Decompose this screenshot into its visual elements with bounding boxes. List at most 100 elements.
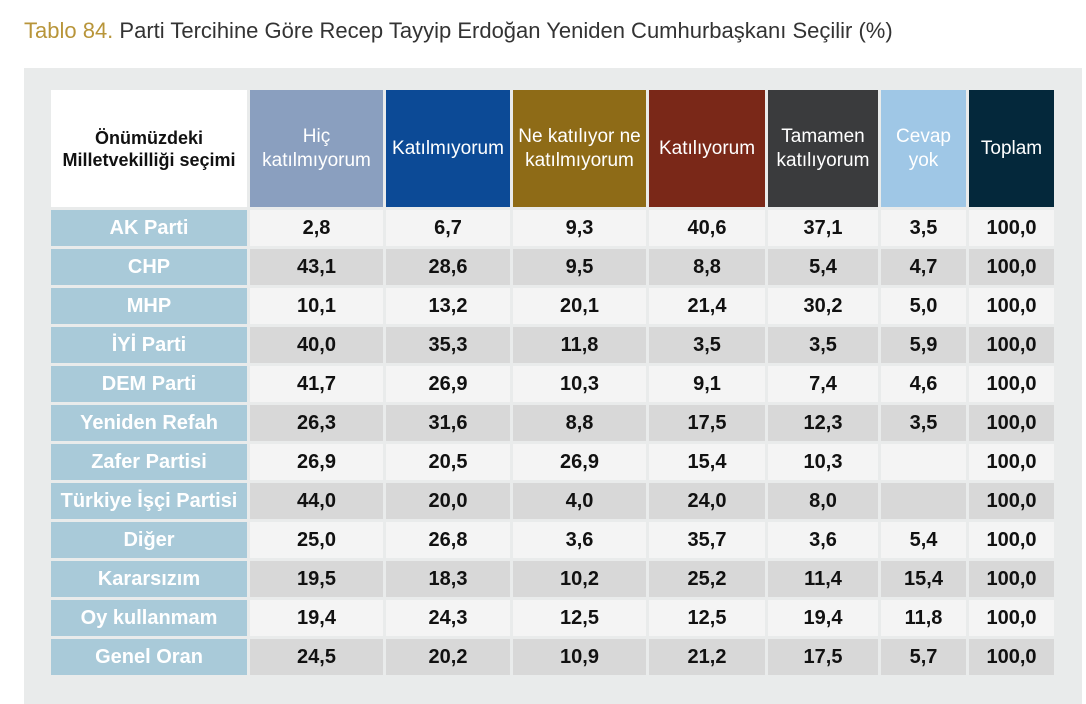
- table-cell: 8,8: [649, 249, 765, 285]
- column-header: Hiç katılmıyorum: [250, 90, 383, 207]
- table-cell: 10,3: [768, 444, 878, 480]
- table-cell: 3,5: [881, 210, 966, 246]
- table-row: Yeniden Refah 26,3 31,6 8,8 17,5 12,3 3,5 100,0: [51, 405, 1054, 441]
- table-row: DEM Parti 41,7 26,9 10,3 9,1 7,4 4,6 100,0: [51, 366, 1054, 402]
- table-cell: 12,5: [513, 600, 646, 636]
- table-cell: 24,0: [649, 483, 765, 519]
- table-cell: 9,1: [649, 366, 765, 402]
- table-cell: 100,0: [969, 288, 1054, 324]
- table-row: Diğer 25,0 26,8 3,6 35,7 3,6 5,4 100,0: [51, 522, 1054, 558]
- table-row: CHP 43,1 28,6 9,5 8,8 5,4 4,7 100,0: [51, 249, 1054, 285]
- table-row: İYİ Parti 40,0 35,3 11,8 3,5 3,5 5,9 100,0: [51, 327, 1054, 363]
- table-cell: 4,6: [881, 366, 966, 402]
- table-row: Kararsızım 19,5 18,3 10,2 25,2 11,4 15,4 100,0: [51, 561, 1054, 597]
- table-cell: 100,0: [969, 522, 1054, 558]
- table-row: AK Parti 2,8 6,7 9,3 40,6 37,1 3,5 100,0: [51, 210, 1054, 246]
- table-cell: 11,8: [881, 600, 966, 636]
- table-cell: 20,5: [386, 444, 510, 480]
- table-cell: 10,3: [513, 366, 646, 402]
- table-cell: 41,7: [250, 366, 383, 402]
- row-label: Genel Oran: [51, 639, 247, 675]
- table-cell: 10,1: [250, 288, 383, 324]
- table-cell: 24,3: [386, 600, 510, 636]
- row-label: CHP: [51, 249, 247, 285]
- table-cell: 21,2: [649, 639, 765, 675]
- table-row: Genel Oran 24,5 20,2 10,9 21,2 17,5 5,7 100,0: [51, 639, 1054, 675]
- table-cell: 4,7: [881, 249, 966, 285]
- table-cell: 100,0: [969, 639, 1054, 675]
- table-row: Oy kullanmam 19,4 24,3 12,5 12,5 19,4 11,8 100,…: [51, 600, 1054, 636]
- table-cell: 100,0: [969, 561, 1054, 597]
- table-cell: 100,0: [969, 405, 1054, 441]
- table-cell: 17,5: [768, 639, 878, 675]
- column-header: Ne katılıyor ne katılmıyorum: [513, 90, 646, 207]
- table-cell: 28,6: [386, 249, 510, 285]
- row-label: Diğer: [51, 522, 247, 558]
- table-cell: 7,4: [768, 366, 878, 402]
- table-cell: 5,4: [768, 249, 878, 285]
- table-cell: 100,0: [969, 249, 1054, 285]
- table-cell: 5,0: [881, 288, 966, 324]
- table-cell: 13,2: [386, 288, 510, 324]
- table-cell: 8,0: [768, 483, 878, 519]
- table-title: Tablo 84. Parti Tercihine Göre Recep Tay…: [24, 18, 893, 44]
- table-cell: [881, 444, 966, 480]
- table-cell: 10,2: [513, 561, 646, 597]
- table-number: Tablo 84.: [24, 18, 114, 43]
- table-cell: 19,4: [768, 600, 878, 636]
- header-row: Önümüzdeki Milletvekilliği seçimi Hiç ka…: [51, 90, 1054, 207]
- column-header: Cevap yok: [881, 90, 966, 207]
- table-cell: 3,5: [649, 327, 765, 363]
- table-cell: 100,0: [969, 210, 1054, 246]
- row-label: Yeniden Refah: [51, 405, 247, 441]
- table-cell: 11,8: [513, 327, 646, 363]
- table-cell: 24,5: [250, 639, 383, 675]
- table-cell: 26,9: [250, 444, 383, 480]
- table-cell: 15,4: [649, 444, 765, 480]
- table-cell: 100,0: [969, 327, 1054, 363]
- row-label: Türkiye İşçi Partisi: [51, 483, 247, 519]
- row-label: AK Parti: [51, 210, 247, 246]
- table-cell: 3,5: [768, 327, 878, 363]
- table-row: Türkiye İşçi Partisi 44,0 20,0 4,0 24,0 8,0 10…: [51, 483, 1054, 519]
- table-cell: 19,5: [250, 561, 383, 597]
- row-label: Kararsızım: [51, 561, 247, 597]
- table-cell: 100,0: [969, 483, 1054, 519]
- table-cell: 21,4: [649, 288, 765, 324]
- table-cell: 9,5: [513, 249, 646, 285]
- table-cell: 44,0: [250, 483, 383, 519]
- table-cell: 30,2: [768, 288, 878, 324]
- table-cell: 11,4: [768, 561, 878, 597]
- table-cell: 26,9: [513, 444, 646, 480]
- table-cell: 43,1: [250, 249, 383, 285]
- table-cell: 40,0: [250, 327, 383, 363]
- table-cell: 100,0: [969, 444, 1054, 480]
- table-cell: 20,1: [513, 288, 646, 324]
- table-cell: 5,9: [881, 327, 966, 363]
- table-cell: [881, 483, 966, 519]
- table-cell: 5,7: [881, 639, 966, 675]
- table-cell: 26,9: [386, 366, 510, 402]
- row-label: MHP: [51, 288, 247, 324]
- table-cell: 5,4: [881, 522, 966, 558]
- table-cell: 100,0: [969, 600, 1054, 636]
- table-row: MHP 10,1 13,2 20,1 21,4 30,2 5,0 100,0: [51, 288, 1054, 324]
- table-cell: 3,5: [881, 405, 966, 441]
- table-cell: 19,4: [250, 600, 383, 636]
- table-cell: 31,6: [386, 405, 510, 441]
- table-cell: 6,7: [386, 210, 510, 246]
- table-cell: 18,3: [386, 561, 510, 597]
- column-header: Katılmıyorum: [386, 90, 510, 207]
- table-cell: 20,0: [386, 483, 510, 519]
- table-cell: 37,1: [768, 210, 878, 246]
- table-cell: 9,3: [513, 210, 646, 246]
- column-header: Toplam: [969, 90, 1054, 207]
- table-cell: 10,9: [513, 639, 646, 675]
- column-header: Tamamen katılıyorum: [768, 90, 878, 207]
- table-row: Zafer Partisi 26,9 20,5 26,9 15,4 10,3 100,0: [51, 444, 1054, 480]
- table-cell: 4,0: [513, 483, 646, 519]
- table-cell: 12,5: [649, 600, 765, 636]
- table-cell: 3,6: [768, 522, 878, 558]
- table-panel: Önümüzdeki Milletvekilliği seçimi Hiç ka…: [24, 68, 1082, 704]
- column-header: Katılıyorum: [649, 90, 765, 207]
